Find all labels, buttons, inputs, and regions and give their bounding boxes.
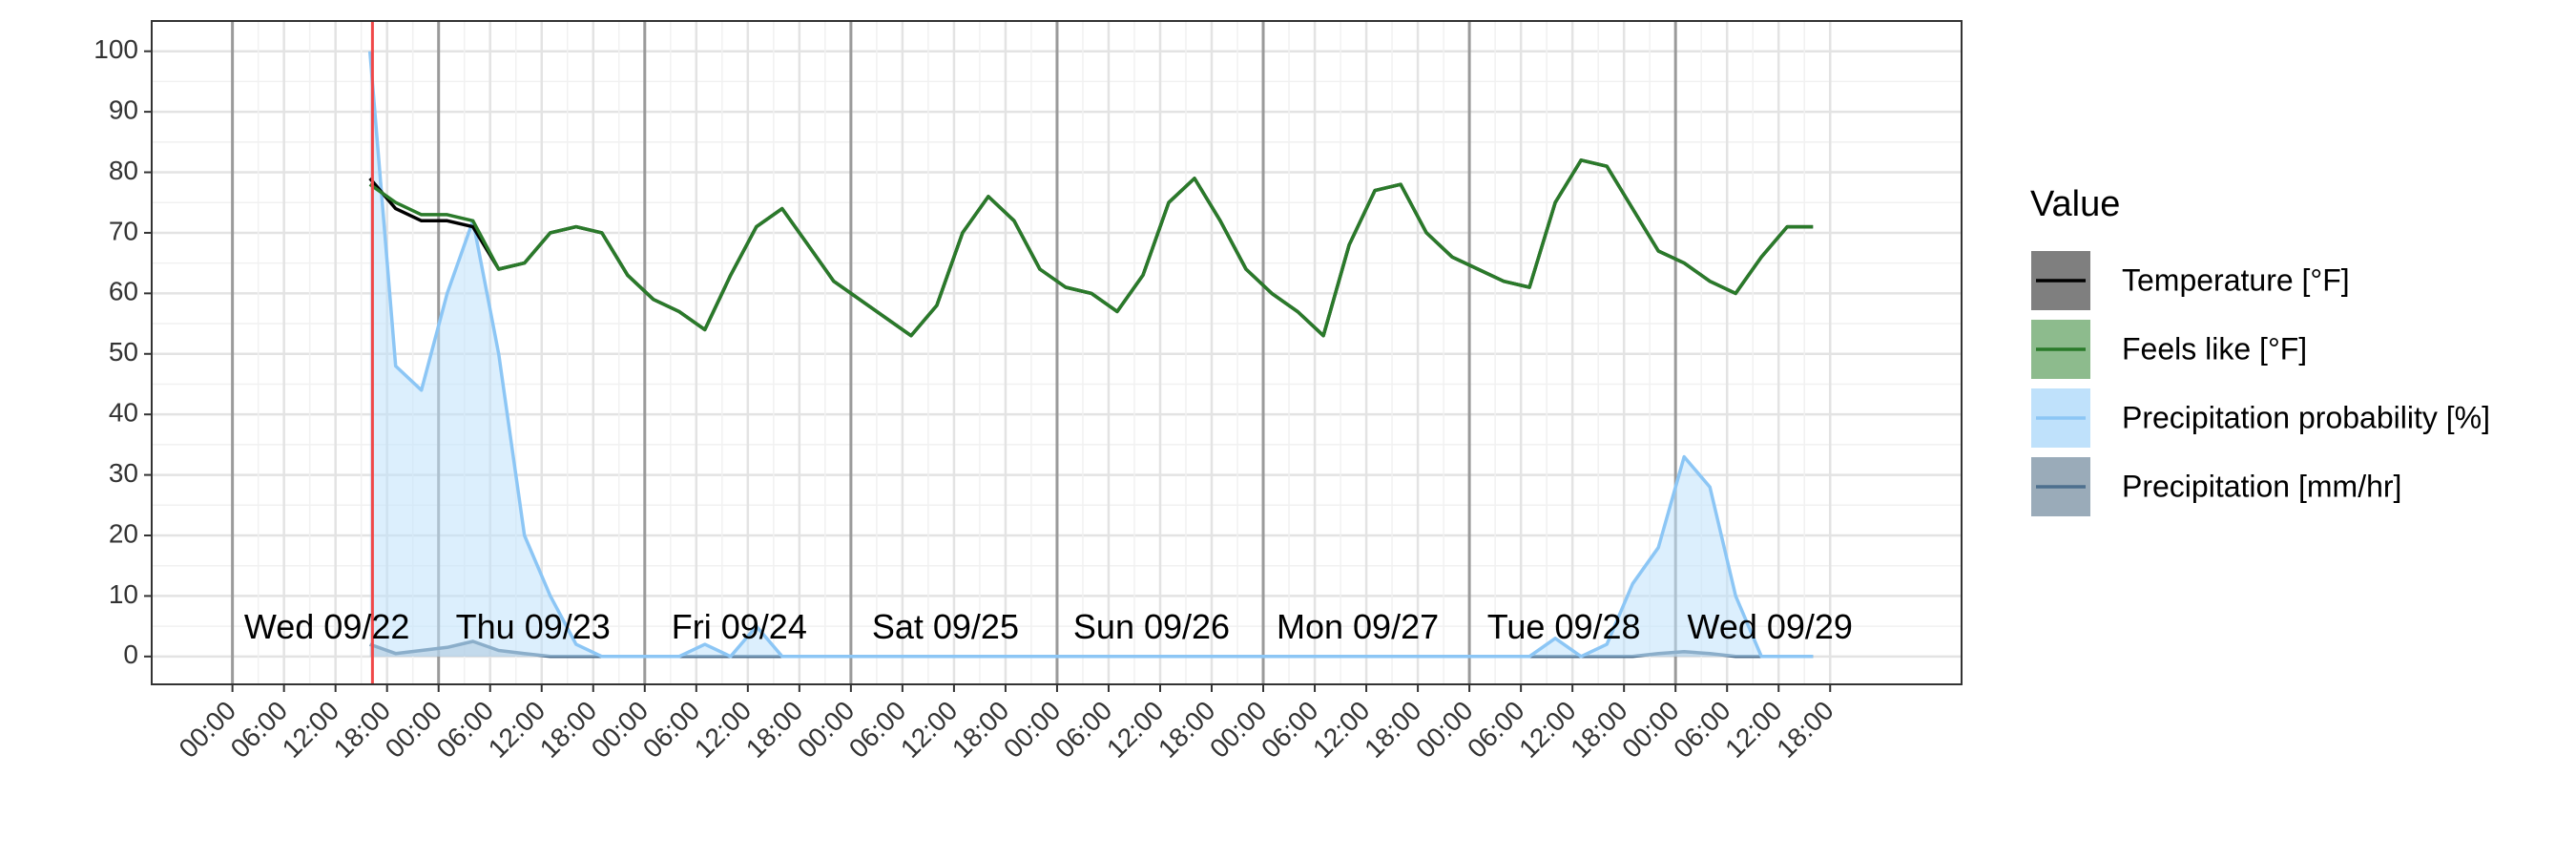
x-tick-label: 18:00 bbox=[946, 696, 1014, 764]
x-tick-label: 12:00 bbox=[689, 696, 757, 764]
x-tick-label: 06:00 bbox=[1462, 696, 1529, 764]
y-tick-label: 20 bbox=[109, 518, 138, 548]
x-tick-label: 18:00 bbox=[534, 696, 602, 764]
y-tick-label: 30 bbox=[109, 458, 138, 488]
series-line bbox=[368, 158, 1814, 338]
y-tick-label: 80 bbox=[109, 156, 138, 185]
y-tick-label: 50 bbox=[109, 337, 138, 367]
x-tick-label: 18:00 bbox=[1565, 696, 1632, 764]
y-tick-label: 10 bbox=[109, 579, 138, 609]
x-tick-label: 06:00 bbox=[1049, 696, 1117, 764]
x-tick-label: 06:00 bbox=[843, 696, 911, 764]
x-tick-label: 00:00 bbox=[1204, 696, 1272, 764]
x-tick-label: 12:00 bbox=[1719, 696, 1787, 764]
x-tick-label: 12:00 bbox=[895, 696, 963, 764]
series-line bbox=[367, 51, 1814, 659]
x-tick-label: 00:00 bbox=[586, 696, 654, 764]
series-line bbox=[368, 158, 1814, 338]
day-label: Tue 09/28 bbox=[1487, 607, 1641, 646]
x-tick-label: 00:00 bbox=[792, 696, 860, 764]
x-tick-label: 12:00 bbox=[1307, 696, 1375, 764]
series-area bbox=[369, 51, 1814, 657]
x-tick-label: 00:00 bbox=[1616, 696, 1684, 764]
x-tick-label: 18:00 bbox=[1153, 696, 1220, 764]
legend-label: Precipitation [mm/hr] bbox=[2122, 469, 2401, 503]
x-tick-label: 06:00 bbox=[1256, 696, 1323, 764]
day-label: Mon 09/27 bbox=[1277, 607, 1439, 646]
x-tick-label: 12:00 bbox=[277, 696, 344, 764]
y-tick-label: 70 bbox=[109, 216, 138, 245]
x-tick-label: 12:00 bbox=[1513, 696, 1581, 764]
y-tick-label: 100 bbox=[93, 34, 138, 64]
day-label: Fri 09/24 bbox=[672, 607, 807, 646]
y-tick-label: 0 bbox=[123, 639, 138, 669]
x-tick-label: 12:00 bbox=[1101, 696, 1169, 764]
y-tick-label: 90 bbox=[109, 95, 138, 125]
day-label: Sun 09/26 bbox=[1073, 607, 1230, 646]
x-tick-label: 18:00 bbox=[1771, 696, 1839, 764]
day-label: Wed 09/29 bbox=[1687, 607, 1852, 646]
x-tick-label: 18:00 bbox=[740, 696, 808, 764]
legend-label: Feels like [°F] bbox=[2122, 331, 2307, 366]
legend-label: Temperature [°F] bbox=[2122, 262, 2350, 297]
x-tick-label: 00:00 bbox=[1410, 696, 1478, 764]
x-tick-label: 06:00 bbox=[1668, 696, 1735, 764]
x-tick-label: 06:00 bbox=[431, 696, 499, 764]
y-tick-label: 40 bbox=[109, 398, 138, 428]
x-tick-label: 00:00 bbox=[380, 696, 447, 764]
x-tick-label: 00:00 bbox=[998, 696, 1066, 764]
day-label: Sat 09/25 bbox=[872, 607, 1019, 646]
day-label: Wed 09/22 bbox=[244, 607, 409, 646]
legend-label: Precipitation probability [%] bbox=[2122, 400, 2490, 434]
x-tick-label: 18:00 bbox=[1359, 696, 1426, 764]
x-tick-label: 18:00 bbox=[328, 696, 396, 764]
day-label: Thu 09/23 bbox=[456, 607, 611, 646]
x-tick-label: 00:00 bbox=[174, 696, 241, 764]
x-tick-label: 06:00 bbox=[225, 696, 293, 764]
x-tick-label: 06:00 bbox=[637, 696, 705, 764]
legend-title: Value bbox=[2030, 184, 2120, 224]
y-tick-label: 60 bbox=[109, 277, 138, 306]
x-tick-label: 12:00 bbox=[483, 696, 551, 764]
